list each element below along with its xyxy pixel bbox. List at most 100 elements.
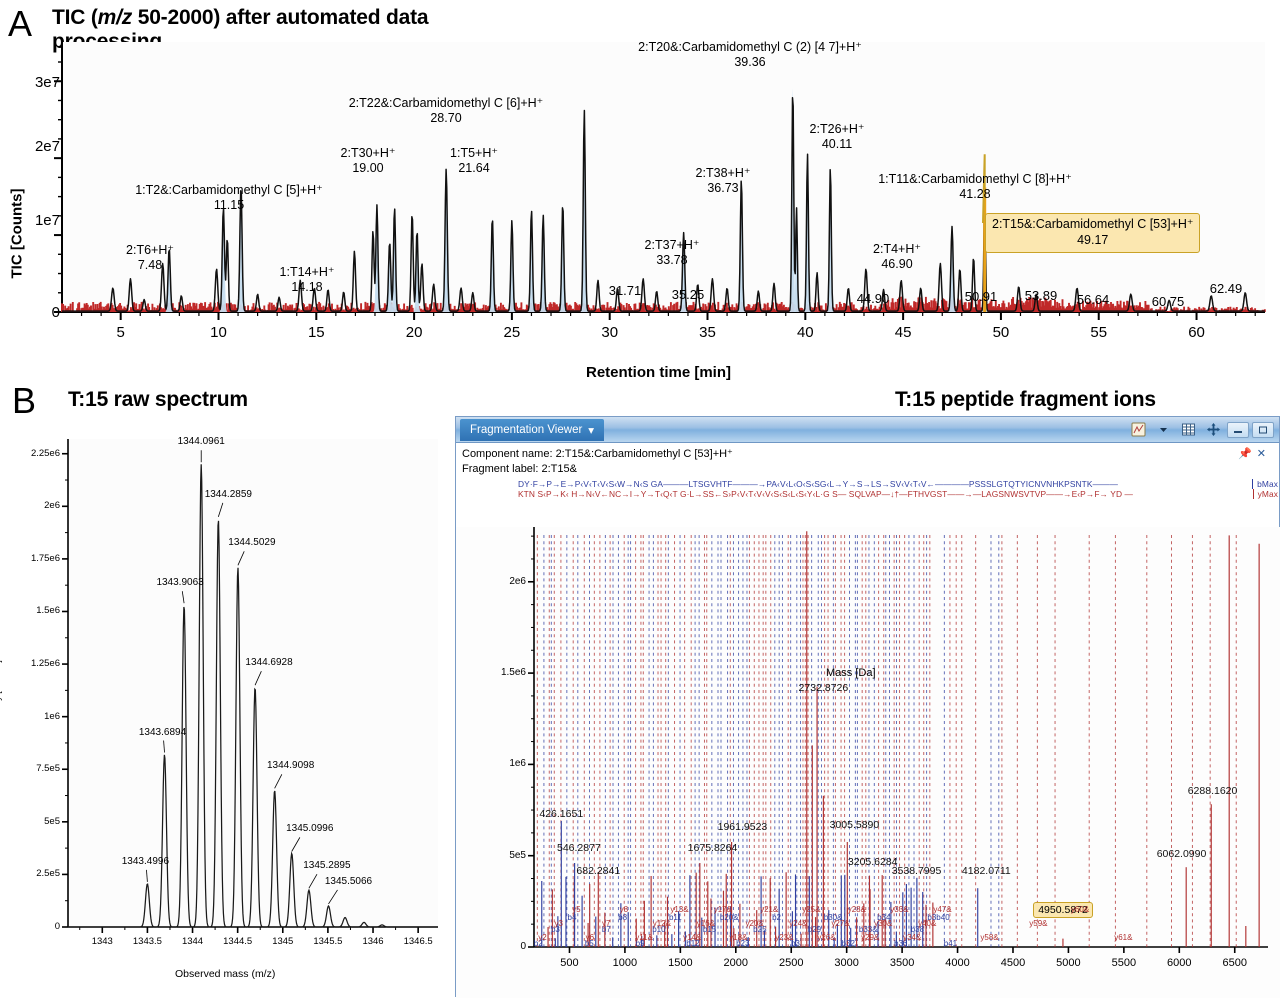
peak-annotation-name: 2:T26+H⁺ [809, 122, 865, 136]
sequence-b-row: DY·F→P→E→P‹V‹T‹V‹S‹W→N‹S GA———LTSGVHTF——… [518, 479, 1278, 489]
ion-label-b8: b8 [618, 913, 628, 922]
component-name-value: 2:T15&:Carbamidomethyl C [53]+H⁺ [555, 448, 733, 460]
frag-mass-label-8: 3538.7995 [891, 864, 942, 877]
raw-ytick-6: 1.5e6 [36, 605, 60, 617]
ion-label-y61&: y61& [1114, 933, 1133, 942]
frag-xtick-2: 1500 [668, 957, 693, 969]
ion-label-b15: b15 [702, 925, 717, 934]
peak-annotation-rt: 33.78 [656, 252, 688, 267]
frag-xtick-7: 4000 [945, 957, 970, 969]
panel-a-xtick-35: 35 [699, 324, 716, 341]
pin-icon[interactable]: 📌 [1238, 448, 1257, 460]
caret-down-icon[interactable] [1155, 422, 1171, 438]
raw-xtick-5: 1345.5 [313, 936, 343, 947]
panel-a-xtick-25: 25 [503, 324, 521, 341]
frag-highlighted-mass-label[interactable]: 4950.5872 [1033, 901, 1093, 918]
minimize-icon[interactable] [1227, 421, 1249, 438]
ion-label-y47&: y47& [933, 905, 952, 914]
panel-a-xtick-20: 20 [405, 324, 423, 341]
sequence-y-max: yMax [1252, 489, 1278, 499]
ion-label-y20&: y20& [745, 919, 764, 928]
frag-ytick-2: 1e6 [509, 758, 526, 770]
sequence-y-row: KTN S‹P→K‹ H→N‹V←NC→I→Y→T‹Q‹T G·L→SS←S›P… [518, 489, 1278, 499]
ion-label-b20&: b20& [719, 913, 739, 922]
chart-icon[interactable] [1130, 422, 1146, 438]
peak-annotation-0: 2:T6+H⁺ 7.48 [126, 243, 174, 273]
ion-label-y3: y3 [554, 919, 563, 928]
frag-xtick-4: 2500 [778, 957, 804, 969]
ion-label-b41: b41 [943, 939, 958, 948]
retention-time-label-6: 60.75 [1151, 294, 1185, 309]
frag-mass-label-5: 2732.8726 [798, 682, 849, 694]
frag-xtick-9: 5000 [1056, 957, 1081, 969]
retention-time-label-7: 62.49 [1209, 281, 1243, 296]
fragment-label-label: Fragment label: [462, 462, 539, 475]
peak-annotation-rt: 39.36 [734, 54, 766, 69]
peak-annotation-name: 2:T4+H⁺ [873, 242, 921, 256]
ion-label-b3: b3 [790, 939, 800, 948]
peak-annotation-rt: 19.00 [352, 160, 384, 175]
close-icon[interactable]: ✕ [1256, 448, 1271, 460]
ion-label-y5: y5 [572, 905, 581, 914]
fragmentation-viewer-window-buttons [1227, 421, 1279, 438]
ion-label-b23: b23 [736, 939, 750, 948]
retention-time-label-0: 31.71 [608, 283, 642, 298]
peak-annotation-6: 2:T20&:Carbamidomethyl C (2) [4 7]+H⁺ 39.… [638, 40, 862, 70]
panel-a-letter: A [8, 3, 33, 44]
raw-peak-label-3: 1344.0961 [177, 436, 225, 448]
ion-label-y23&: y23& [775, 933, 794, 942]
ion-label-y14&: y14& [683, 933, 702, 942]
ion-label-y33&: y33& [890, 905, 909, 914]
ion-label-b10: b10 [652, 925, 666, 934]
ion-label-y17&: y17& [713, 905, 732, 914]
raw-ytick-3: 7.5e5 [36, 763, 60, 775]
ion-label-y7: y7 [602, 919, 611, 928]
peak-annotation-7: 2:T26+H⁺ 40.11 [810, 122, 865, 152]
fragmentation-viewer-tab[interactable]: Fragmentation Viewer ▾ [460, 418, 605, 441]
raw-spectrum-chart [62, 439, 438, 933]
ion-label-b34: b34 [877, 913, 891, 922]
frag-mass-label-11: 6288.1620 [1187, 784, 1238, 797]
panel-a-xlabel: Retention time [min] [586, 364, 731, 381]
sequence-b-line: DY·F→P→E→P‹V‹T‹V‹S‹W→N‹S GA———LTSGVHTF——… [518, 479, 1119, 489]
peak-annotation-4: 2:T22&:Carbamidomethyl C [6]+H⁺ 28.70 [349, 96, 544, 126]
raw-ytick-1: 2.5e5 [36, 868, 60, 880]
peak-annotation-rt: 7.48 [137, 257, 163, 272]
component-name-label: Component name: [462, 448, 553, 460]
frag-mass-label-2: 682.2841 [576, 864, 621, 877]
frag-mass-label-4: 1961.9523 [717, 820, 768, 833]
ion-label-y27&: y27& [831, 919, 850, 928]
peak-annotation-10: 2:T37+H⁺ 33.78 [645, 238, 700, 268]
fragment-label-row: Fragment label: 2:T15& [462, 462, 1279, 477]
ion-label-y21&: y21& [760, 905, 779, 914]
sequence-b-max: bMax [1252, 479, 1278, 489]
raw-xtick-7: 1346.5 [403, 936, 433, 947]
panel-a-xtick-15: 15 [307, 324, 325, 341]
panel-a-callout-box[interactable]: 2:T15&:Carbamidomethyl C [53]+H⁺ 49.17 [985, 213, 1201, 254]
peak-annotation-rt: 41.28 [959, 186, 991, 201]
move-icon[interactable] [1205, 422, 1221, 438]
raw-xtick-6: 1346 [362, 936, 384, 947]
raw-ytick-9: 2.25e6 [30, 447, 60, 459]
ion-label-y28&: y28& [847, 905, 866, 914]
fragmentation-viewer-titlebar: Fragmentation Viewer ▾ [456, 417, 1279, 443]
fragmentation-viewer-window[interactable]: Fragmentation Viewer ▾ [455, 416, 1280, 998]
chevron-down-icon[interactable]: ▾ [588, 424, 595, 437]
peak-annotation-9: 1:T11&:Carbamidomethyl C [8]+H⁺ 41.28 [878, 172, 1072, 202]
frag-ytick-4: 2e6 [509, 575, 526, 587]
ion-label-b33&: b33& [858, 925, 878, 934]
frag-xtick-6: 3500 [889, 957, 915, 969]
frag-ytick-1: 5e5 [509, 849, 526, 861]
fragment-spectrum-chart [456, 527, 1280, 998]
ion-label-b2: b2 [772, 913, 782, 922]
tic-chart [54, 40, 1266, 320]
peak-annotation-name: 2:T20&:Carbamidomethyl C (2) [4 7]+H⁺ [638, 40, 862, 54]
fragmentation-viewer-metadata: Component name: 2:T15&:Carbamidomethyl C… [456, 443, 1279, 476]
peak-annotation-5: 1:T5+H⁺ 21.64 [450, 146, 498, 176]
ion-label-y11&: y11& [635, 933, 653, 942]
ion-label-y30&: y30& [874, 919, 893, 928]
ion-label-y12&: y12& [652, 919, 671, 928]
frag-xtick-1: 1000 [612, 957, 638, 969]
restore-icon[interactable] [1252, 421, 1274, 438]
grid-icon[interactable] [1180, 422, 1196, 438]
